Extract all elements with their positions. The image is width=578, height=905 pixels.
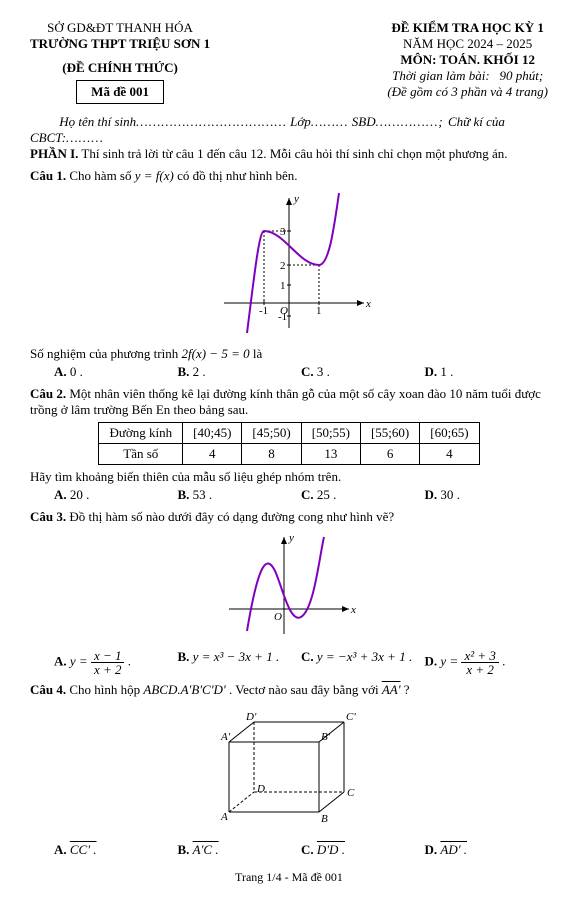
svg-text:x: x <box>350 604 356 616</box>
q2-cell: 8 <box>242 444 301 465</box>
name-label: Họ tên thí sinh <box>59 114 136 129</box>
q3-opt-a: A. y = x − 1x + 2 . <box>30 649 178 676</box>
svg-text:C: C <box>347 787 355 799</box>
q4-label: Câu 4. <box>30 682 66 697</box>
duration-line: Thời gian làm bài: 90 phút; <box>387 68 548 84</box>
official-label: (ĐỀ CHÍNH THỨC) <box>30 60 210 76</box>
q2-row2-label: Tần số <box>99 444 183 465</box>
q1-graph: x y O -1 1 -1 1 2 3 <box>30 188 548 342</box>
q4-text-c: ? <box>404 682 410 697</box>
header-right: ĐỀ KIỂM TRA HỌC KỲ 1 NĂM HỌC 2024 – 2025… <box>387 20 548 104</box>
q4-opt-b: B. A'C . <box>178 842 302 858</box>
q4-box-diagram: A' B' D' C' A B D C <box>30 702 548 836</box>
q2-cell: [55;60) <box>360 423 419 444</box>
q2-answers: A. 20 . B. 53 . C. 25 . D. 30 . <box>30 487 548 503</box>
svg-text:1: 1 <box>316 305 322 317</box>
q4-solid: ABCD.A'B'C'D' <box>143 682 225 697</box>
q3-label: Câu 3. <box>30 509 66 524</box>
q2-cell: 13 <box>301 444 360 465</box>
page-count-line: (Đề gồm có 3 phần và 4 trang) <box>387 84 548 100</box>
q2-row1-label: Đường kính <box>99 423 183 444</box>
q1-opt-b: B. 2 . <box>178 364 302 380</box>
svg-text:D': D' <box>245 711 257 723</box>
svg-text:2: 2 <box>280 260 286 272</box>
header-left: SỞ GD&ĐT THANH HÓA TRƯỜNG THPT TRIỆU SƠN… <box>30 20 210 104</box>
q1-eq-text: Số nghiệm của phương trình <box>30 346 182 361</box>
svg-text:-1: -1 <box>278 311 287 323</box>
sbd-label: SBD <box>352 114 376 129</box>
exam-code-box: Mã đề 001 <box>76 80 164 104</box>
subject-line: MÔN: TOÁN. KHỐI 12 <box>387 52 548 68</box>
question-2: Câu 2. Một nhân viên thống kê lại đường … <box>30 386 548 418</box>
q2-cell: 4 <box>183 444 242 465</box>
q1-equation: 2f(x) − 5 = 0 <box>182 346 250 361</box>
q3-opt-c: C. y = −x³ + 3x + 1 . <box>301 649 425 676</box>
svg-text:-1: -1 <box>259 305 268 317</box>
page-footer: Trang 1/4 - Mã đề 001 <box>30 870 548 885</box>
svg-text:y: y <box>293 193 299 205</box>
svg-text:D: D <box>256 783 265 795</box>
section-1: PHẦN I. Thí sinh trả lời từ câu 1 đến câ… <box>30 146 548 162</box>
q2-cell: [40;45) <box>183 423 242 444</box>
q1-answers: A. 0 . B. 2 . C. 3 . D. 1 . <box>30 364 548 380</box>
q4-opt-c: C. D'D . <box>301 842 425 858</box>
q2-cell: 4 <box>420 444 479 465</box>
duration-label: Thời gian làm bài: <box>392 68 490 83</box>
q2-cell: [60;65) <box>420 423 479 444</box>
q2-followup: Hãy tìm khoảng biến thiên của mẫu số liệ… <box>30 469 548 485</box>
q4-opt-d: D. AD' . <box>425 842 549 858</box>
section-1-text: Thí sinh trả lời từ câu 1 đến câu 12. Mỗ… <box>81 146 507 161</box>
school-line: TRƯỜNG THPT TRIỆU SƠN 1 <box>30 36 210 52</box>
duration-value: 90 phút; <box>499 68 543 83</box>
student-info-line: Họ tên thí sinh……………………………… Lớp……… SBD……… <box>30 114 548 146</box>
svg-text:C': C' <box>346 711 356 723</box>
q2-label: Câu 2. <box>30 386 66 401</box>
q2-cell: 6 <box>360 444 419 465</box>
q2-cell: [50;55) <box>301 423 360 444</box>
q1-eq-tail: là <box>253 346 262 361</box>
q4-opt-a: A. CC' . <box>30 842 178 858</box>
q3-text: Đồ thị hàm số nào dưới đây có dạng đường… <box>69 509 394 524</box>
svg-text:3: 3 <box>280 226 286 238</box>
q1-label: Câu 1. <box>30 168 66 183</box>
q2-opt-d: D. 30 . <box>425 487 549 503</box>
dept-line: SỞ GD&ĐT THANH HÓA <box>30 20 210 36</box>
q2-text: Một nhân viên thống kê lại đường kính th… <box>30 386 541 417</box>
class-label: Lớp <box>290 114 311 129</box>
q4-vector: AA' <box>382 682 401 697</box>
q2-cell: [45;50) <box>242 423 301 444</box>
exam-title: ĐỀ KIỂM TRA HỌC KỲ 1 <box>387 20 548 36</box>
svg-text:y: y <box>288 532 294 544</box>
svg-text:A': A' <box>220 731 231 743</box>
section-1-title: PHẦN I. <box>30 146 78 161</box>
svg-text:A: A <box>220 811 228 823</box>
q1-opt-d: D. 1 . <box>425 364 549 380</box>
question-4: Câu 4. Cho hình hộp ABCD.A'B'C'D' . Vect… <box>30 682 548 698</box>
exam-header: SỞ GD&ĐT THANH HÓA TRƯỜNG THPT TRIỆU SƠN… <box>30 20 548 104</box>
q2-opt-a: A. 20 . <box>30 487 178 503</box>
svg-text:B': B' <box>321 731 331 743</box>
q2-table: Đường kính [40;45) [45;50) [50;55) [55;6… <box>98 422 479 465</box>
q4-text-b: . Vectơ nào sau đây bằng với <box>229 682 382 697</box>
school-year: NĂM HỌC 2024 – 2025 <box>387 36 548 52</box>
question-1: Câu 1. Cho hàm số y = f(x) có đồ thị như… <box>30 168 548 184</box>
svg-text:1: 1 <box>280 280 286 292</box>
q2-opt-c: C. 25 . <box>301 487 425 503</box>
q4-answers: A. CC' . B. A'C . C. D'D . D. AD' . <box>30 842 548 858</box>
q1-func: y = f(x) <box>135 168 174 183</box>
q1-opt-c: C. 3 . <box>301 364 425 380</box>
question-3: Câu 3. Đồ thị hàm số nào dưới đây có dạn… <box>30 509 548 525</box>
q3-answers: A. y = x − 1x + 2 . B. y = x³ − 3x + 1 .… <box>30 649 548 676</box>
q3-opt-d: D. y = x² + 3x + 2 . <box>425 649 549 676</box>
q4-text-a: Cho hình hộp <box>69 682 143 697</box>
q1-text-b: có đồ thị như hình bên. <box>177 168 297 183</box>
q1-equation-line: Số nghiệm của phương trình 2f(x) − 5 = 0… <box>30 346 548 362</box>
q3-graph: x y O <box>30 529 548 643</box>
svg-text:O: O <box>274 611 282 623</box>
q2-opt-b: B. 53 . <box>178 487 302 503</box>
svg-text:x: x <box>365 298 371 310</box>
q1-opt-a: A. 0 . <box>30 364 178 380</box>
q3-opt-b: B. y = x³ − 3x + 1 . <box>178 649 302 676</box>
q1-text-a: Cho hàm số <box>69 168 134 183</box>
